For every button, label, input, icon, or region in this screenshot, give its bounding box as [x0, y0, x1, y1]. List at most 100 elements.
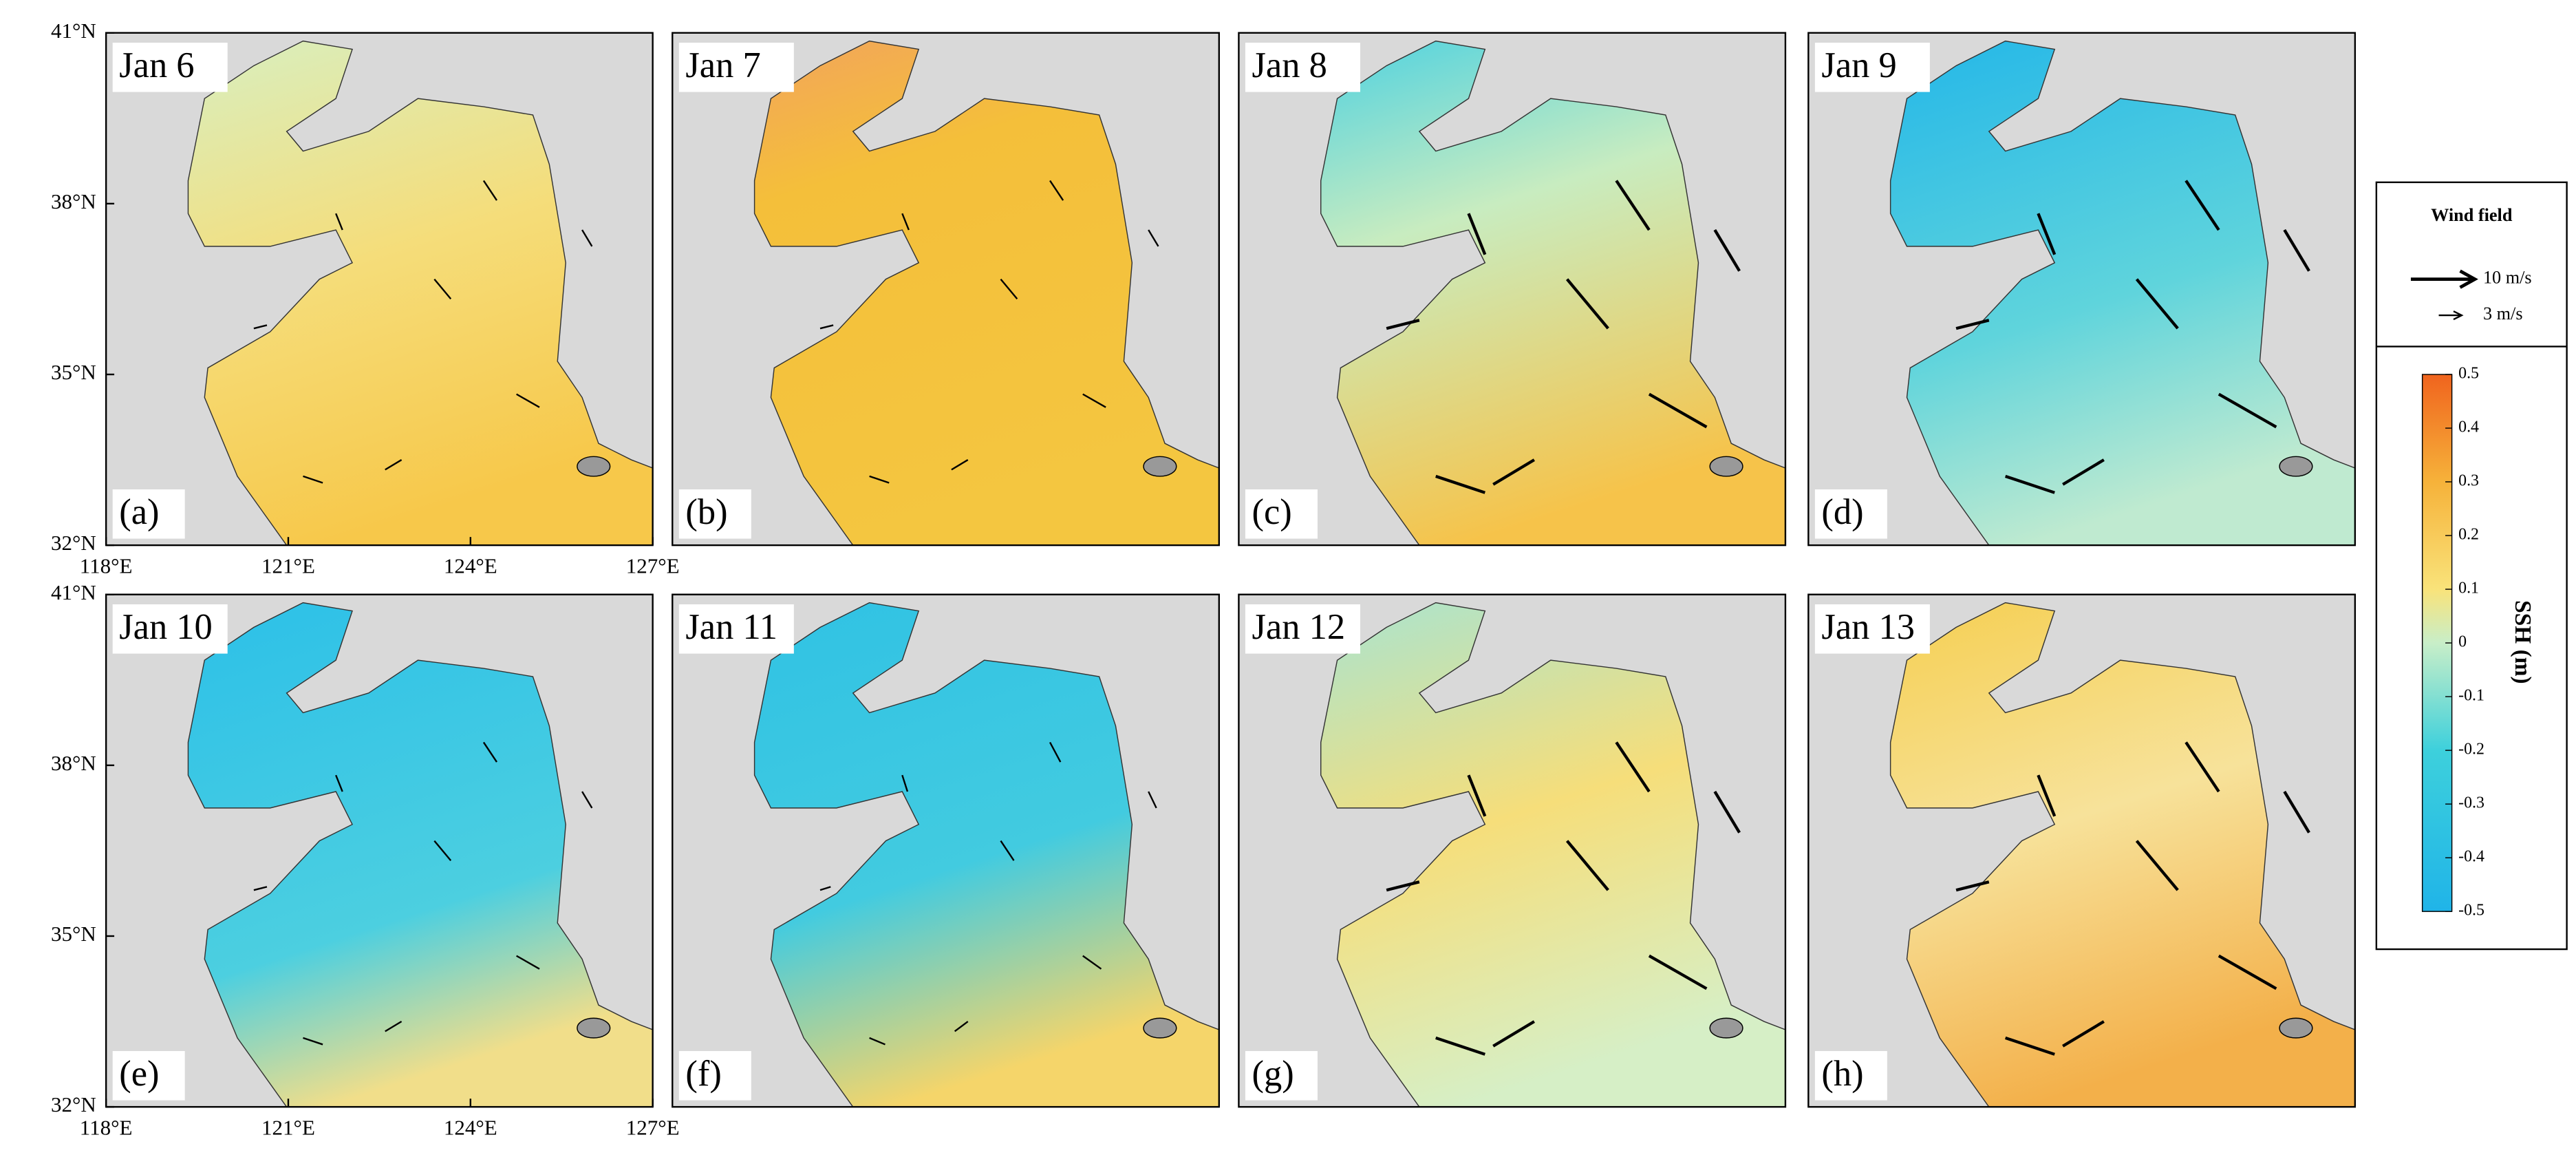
- panel-label: (d): [1821, 492, 1863, 532]
- wind-arrow: [901, 774, 909, 792]
- frame: [1807, 593, 2357, 1108]
- colorbar-tick-label: -0.4: [2458, 848, 2484, 866]
- wind-arrow: [2185, 180, 2220, 231]
- panel-date: Jan 7: [685, 45, 760, 85]
- wind-arrow: [516, 393, 540, 408]
- frame: [672, 593, 1220, 1108]
- wind-arrow: [1435, 1036, 1485, 1056]
- colorbar-tick-label: -0.1: [2458, 687, 2484, 705]
- wind-arrow: [954, 1021, 969, 1032]
- frame: [105, 32, 654, 547]
- wind-arrow: [869, 475, 890, 484]
- wind-arrow: [2218, 392, 2277, 429]
- frame: [672, 32, 1220, 547]
- date-bg: [112, 604, 228, 654]
- wind-arrow: [2135, 840, 2179, 891]
- wind-arrow: [1467, 774, 1487, 817]
- wind-arrow: [1492, 1020, 1535, 1048]
- lon-label: 124°E: [444, 554, 497, 578]
- label-bg: [1814, 1050, 1887, 1101]
- panel-label: (c): [1252, 492, 1292, 532]
- wind-arrow: [1492, 458, 1535, 486]
- colorbar-tick-label: -0.3: [2458, 794, 2484, 812]
- lat-label: 38°N: [51, 751, 96, 775]
- colorbar-title: SSH (m): [2510, 600, 2535, 684]
- wind-arrow: [482, 180, 497, 201]
- legend-arrow-head: [2459, 269, 2478, 289]
- wind-arrow: [951, 459, 969, 471]
- panel-label: (g): [1252, 1054, 1294, 1094]
- island: [577, 1017, 611, 1039]
- wind-arrow: [1148, 791, 1157, 809]
- wind-arrow: [482, 741, 497, 763]
- panel-date: Jan 8: [1252, 45, 1327, 85]
- wind-arrow: [1082, 955, 1102, 970]
- panel-date: Jan 12: [1252, 607, 1346, 647]
- date-bg: [112, 43, 228, 92]
- wind-arrow: [819, 886, 831, 891]
- wind-arrow: [335, 774, 343, 792]
- lat-label: 38°N: [51, 189, 96, 213]
- wind-arrow: [1713, 229, 1741, 272]
- wind-arrow: [2062, 458, 2105, 486]
- panel-date: Jan 6: [119, 45, 194, 85]
- legend-title: Wind field: [2431, 205, 2513, 225]
- lat-label: 35°N: [51, 922, 96, 946]
- lon-label: 127°E: [626, 554, 680, 578]
- label-bg: [1245, 1050, 1318, 1101]
- wind-arrow: [2185, 741, 2220, 793]
- wind-arrow: [1955, 319, 1990, 330]
- island: [1143, 1017, 1177, 1039]
- wind-arrow: [2283, 229, 2310, 272]
- island: [2279, 1017, 2313, 1039]
- island: [1709, 456, 1743, 477]
- label-bg: [112, 1050, 185, 1101]
- lon-label: 118°E: [80, 1116, 133, 1140]
- frame: [1238, 32, 1787, 547]
- date-bg: [1245, 604, 1360, 654]
- lat-label: 32°N: [51, 531, 96, 555]
- lat-label: 35°N: [51, 360, 96, 384]
- map-panel: Jan 8 (c): [1238, 32, 1787, 547]
- wind-arrow: [1713, 790, 1741, 834]
- panel-date: Jan 9: [1821, 45, 1896, 85]
- label-bg: [1814, 489, 1887, 539]
- legend-label: 10 m/s: [2483, 268, 2532, 288]
- wind-arrow: [1049, 180, 1064, 201]
- wind-arrow: [335, 213, 343, 231]
- legend-box: [2375, 181, 2568, 951]
- wind-arrow: [1955, 880, 1990, 892]
- date-bg: [1814, 604, 1930, 654]
- map-panel: Jan 12 (g): [1238, 593, 1787, 1108]
- colorbar-tick-label: 0.5: [2458, 364, 2479, 382]
- wind-arrow: [581, 791, 593, 809]
- panel-date: Jan 11: [685, 607, 777, 647]
- panel-label: (a): [119, 492, 159, 532]
- wind-arrow: [433, 278, 452, 300]
- wind-arrow: [1000, 278, 1018, 300]
- colorbar-tick-label: 0.4: [2458, 418, 2479, 436]
- wind-arrow: [2135, 278, 2179, 330]
- wind-arrow: [1615, 741, 1651, 793]
- island: [2279, 456, 2313, 477]
- wind-arrow: [2004, 474, 2055, 494]
- wind-arrow: [1082, 393, 1106, 408]
- wind-arrow: [819, 324, 834, 330]
- wind-arrow: [1565, 278, 1609, 330]
- wind-arrow: [1467, 213, 1487, 255]
- label-bg: [112, 489, 185, 539]
- wind-arrow: [303, 475, 323, 484]
- wind-arrow: [433, 840, 452, 861]
- wind-arrow: [516, 955, 540, 970]
- island: [1709, 1017, 1743, 1039]
- wind-arrow: [303, 1037, 323, 1046]
- colorbar-tick-label: 0.3: [2458, 471, 2479, 489]
- lon-label: 121°E: [261, 1116, 315, 1140]
- date-bg: [1245, 43, 1360, 92]
- colorbar-tick-label: 0.2: [2458, 526, 2479, 544]
- map-panel: Jan 9 (d): [1807, 32, 2357, 547]
- wind-arrow: [1435, 474, 1485, 494]
- frame: [1807, 32, 2357, 547]
